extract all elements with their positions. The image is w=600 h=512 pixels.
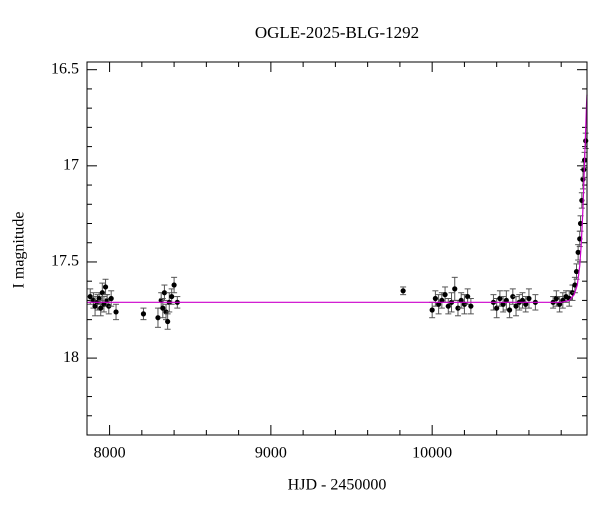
data-point: [452, 286, 458, 292]
data-point: [160, 305, 166, 311]
data-point: [500, 301, 506, 307]
data-point: [526, 295, 532, 302]
data-point: [87, 293, 93, 300]
data-point: [101, 301, 107, 307]
data-point: [553, 295, 559, 302]
data-point: [92, 303, 98, 309]
data-point: [439, 297, 445, 304]
y-axis-label: I magnitude: [11, 212, 28, 289]
data-point: [556, 301, 563, 307]
data-point: [503, 297, 509, 304]
data-point: [171, 282, 177, 288]
data-point: [573, 268, 580, 275]
y-tick-label: 18: [63, 349, 79, 366]
data-point: [161, 290, 168, 296]
data-point: [163, 309, 169, 315]
x-tick-label: 10000: [412, 445, 452, 462]
data-point: [445, 303, 451, 309]
data-point: [98, 305, 104, 311]
data-point: [400, 288, 406, 294]
data-point: [510, 293, 516, 300]
data-point: [519, 297, 526, 304]
data-point: [455, 305, 461, 311]
y-tick-label: 17: [63, 156, 79, 173]
data-point: [102, 284, 109, 290]
plot-area: 8000 9000 10000 16.5 17 17.5 18: [51, 60, 589, 462]
plot-frame: [86, 61, 588, 436]
data-point: [432, 295, 438, 302]
data-point: [140, 311, 147, 317]
data-point: [497, 295, 503, 302]
data-point: [572, 282, 578, 288]
data-point: [506, 307, 513, 313]
data-point: [99, 290, 105, 296]
data-point: [429, 307, 435, 313]
chart-title: OGLE-2025-BLG-1292: [255, 23, 419, 42]
data-point: [108, 295, 114, 302]
data-point: [165, 318, 171, 325]
data-point: [523, 301, 529, 307]
data-point: [113, 309, 119, 315]
data-point: [494, 305, 500, 311]
data-point: [458, 297, 464, 304]
data-point: [442, 292, 448, 298]
y-tick-label: 16.5: [51, 60, 79, 77]
data-point: [436, 301, 442, 307]
data-point: [575, 249, 581, 255]
data-point: [155, 315, 161, 321]
data-point: [461, 301, 468, 307]
x-tick-label: 9000: [255, 445, 287, 462]
model-curve: [87, 94, 588, 303]
y-tick-label: 17.5: [51, 253, 79, 270]
data-point: [96, 295, 102, 302]
data-point: [169, 293, 175, 300]
x-axis-label: HJD - 2450000: [288, 477, 387, 494]
data-point: [465, 293, 471, 300]
data-point: [513, 303, 519, 309]
x-tick-label: 8000: [94, 445, 126, 462]
data-point: [468, 303, 474, 309]
